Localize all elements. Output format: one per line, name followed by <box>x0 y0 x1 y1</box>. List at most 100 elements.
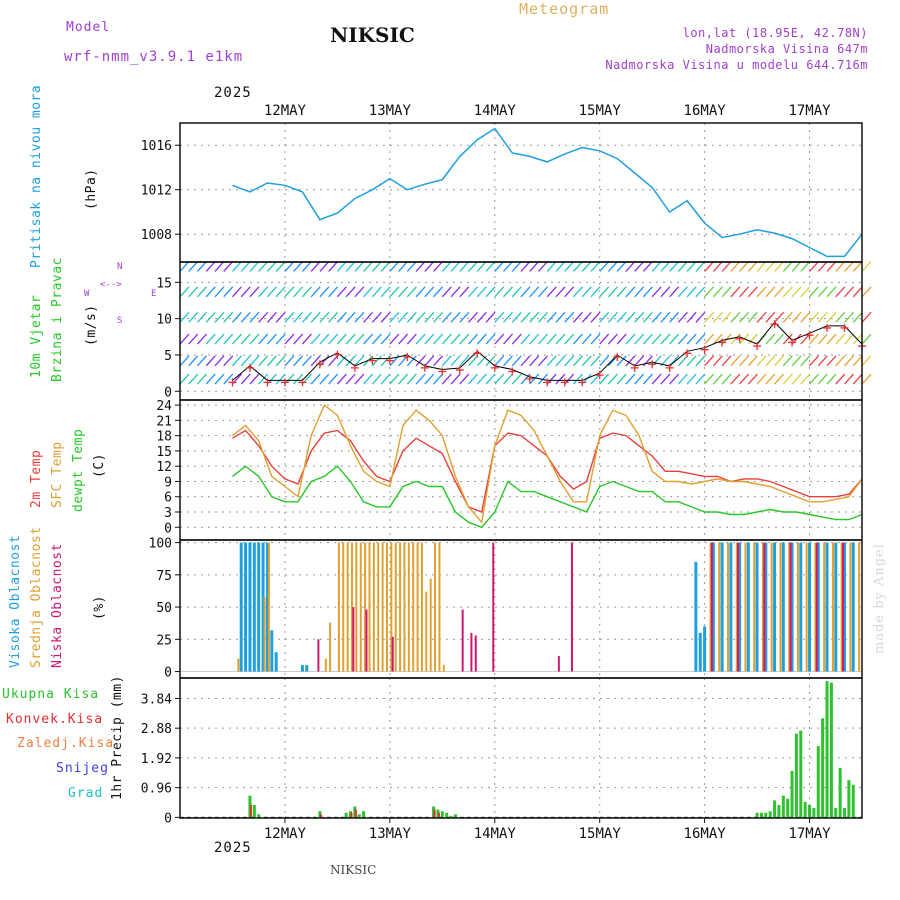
wind-barb <box>406 261 417 272</box>
wind-barb <box>266 333 277 345</box>
wind-barb <box>214 333 225 345</box>
y-tick-label: 2.88 <box>141 722 172 737</box>
precip-legend-conv: Konvek.Kisa <box>6 712 104 727</box>
wind-barb <box>538 286 548 298</box>
wind-barb <box>258 355 269 367</box>
y-tick-label: 0 <box>164 385 172 400</box>
wind-barb <box>747 286 758 298</box>
wind-barb <box>240 311 251 323</box>
wind-barb <box>538 355 548 367</box>
cloud-high-bar <box>261 542 265 672</box>
wind-barb <box>468 311 479 323</box>
precip-total-bar <box>816 746 820 818</box>
panel-frame <box>179 539 863 679</box>
panel-frame <box>179 677 863 819</box>
wind-barb <box>354 373 365 385</box>
wind-barb <box>389 261 400 272</box>
wind-barb <box>485 261 496 272</box>
wind-barb <box>406 373 417 385</box>
wind-barb <box>634 333 645 345</box>
y-tick-label: 0 <box>164 521 172 536</box>
wind-barb <box>520 261 531 272</box>
wind-barb <box>817 333 828 345</box>
cloud-high-bar <box>773 542 777 672</box>
wind-barb <box>712 286 723 298</box>
wind-gust-marker <box>280 378 289 387</box>
wind-barb <box>197 333 207 345</box>
wind-barb <box>572 261 583 272</box>
wind-barb <box>179 373 190 385</box>
cloud-mid-bar <box>796 542 799 672</box>
wind-barb <box>249 311 260 323</box>
wind-barb <box>258 261 269 272</box>
wind-barb <box>599 373 610 385</box>
cloud-mid-bar <box>823 542 826 672</box>
wind-barb <box>538 311 548 323</box>
wind-barb <box>284 311 295 323</box>
wind-barb <box>756 355 767 367</box>
precip-total-bar <box>759 812 763 818</box>
wind-barb <box>476 373 487 385</box>
precip-total-bar <box>344 812 348 818</box>
precip-total-bar <box>755 812 759 818</box>
wind-barb <box>336 333 347 345</box>
cloud-mid-bar <box>840 542 843 672</box>
year-bottom: 2025 <box>214 840 252 856</box>
wind-barb <box>704 286 715 298</box>
wind-barb <box>686 311 697 323</box>
y-tick-label: 100 <box>149 537 172 552</box>
wind-barb <box>730 311 741 323</box>
wind-gust-marker <box>560 378 569 387</box>
cloud-mid-bar <box>831 542 834 672</box>
y-tick-label: 1.92 <box>141 752 172 767</box>
wind-barb <box>660 333 671 345</box>
cloud-high-bar <box>834 542 838 672</box>
wind-gust-marker <box>770 320 779 329</box>
cloud-low-bar <box>763 542 766 672</box>
wind-barb <box>809 373 820 385</box>
wind-gust-marker <box>473 349 482 358</box>
cloud-mid-bar <box>267 542 270 672</box>
wind-barb <box>197 373 207 385</box>
cloud-mid-bar <box>263 596 266 672</box>
y-tick-label: 15 <box>156 445 172 460</box>
wind-barb <box>398 333 409 345</box>
cloud-low-bar <box>570 542 573 672</box>
wind-barb <box>205 373 216 385</box>
wind-barbs <box>179 261 872 385</box>
panel-frame <box>179 261 863 401</box>
wind-barb <box>721 286 732 298</box>
wind-barb <box>398 373 409 385</box>
wind-barb <box>555 261 566 272</box>
wind-barb <box>564 286 575 298</box>
wind-barb <box>494 311 505 323</box>
model-label: Model <box>66 20 111 35</box>
precip-total-bar <box>834 808 838 818</box>
cloud-mid-bar <box>425 591 428 672</box>
cloud-high-bar <box>239 542 243 672</box>
wind-barb <box>782 373 793 385</box>
wind-barb <box>844 373 854 385</box>
wind-barb <box>380 311 391 323</box>
wind-speed-line <box>232 321 863 381</box>
wind-barb <box>450 311 461 323</box>
wind-barb <box>179 333 190 345</box>
wind-barb <box>223 373 234 385</box>
wind-barb <box>511 311 522 323</box>
wind-barb <box>214 261 225 272</box>
wind-gust-marker <box>683 349 692 358</box>
cloud-mid-bar <box>753 542 756 672</box>
cloud-low-bar <box>391 636 394 672</box>
wind-barb <box>336 286 347 298</box>
cloud-low-bar <box>365 609 368 672</box>
y-tick-label: 50 <box>156 601 172 616</box>
wind-barb <box>406 311 417 323</box>
wind-barb <box>616 261 627 272</box>
precip-total-bar <box>808 804 812 818</box>
cloud-low-bar <box>557 656 560 672</box>
wind-barb <box>616 373 627 385</box>
wind-barb <box>581 286 592 298</box>
cloud-high-bar <box>265 542 269 672</box>
cloud-low-bar <box>815 542 818 672</box>
precip-total-bar <box>773 800 777 818</box>
